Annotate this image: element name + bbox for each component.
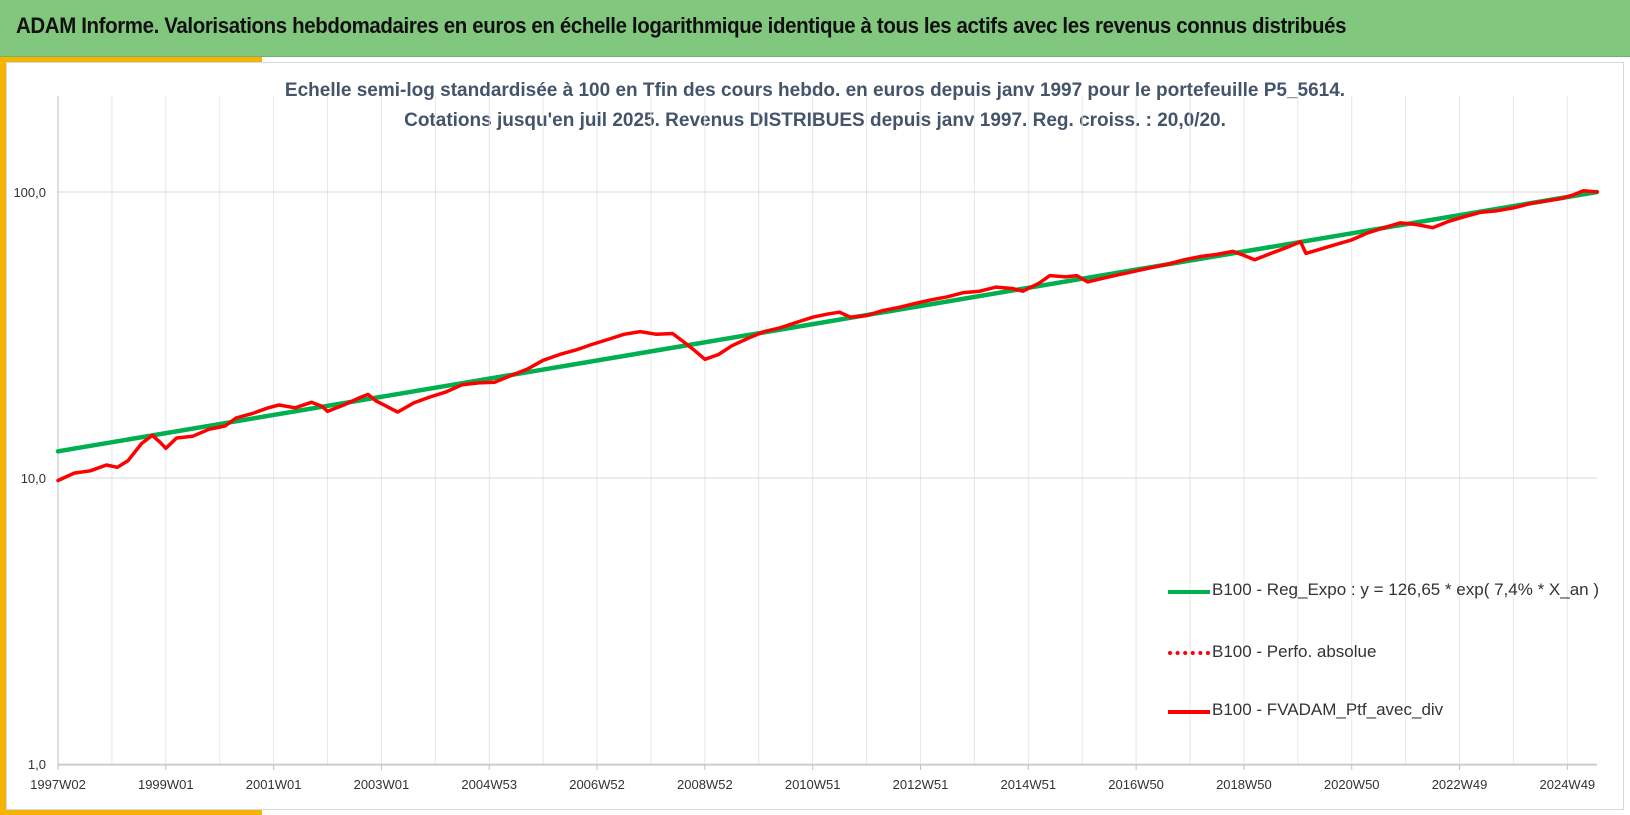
x-tick-label: 2004W53	[461, 777, 517, 792]
regression-line	[55, 189, 1600, 454]
accent-stripe-bottom	[0, 810, 262, 815]
chart-title-line2: Cotations jusqu'en juil 2025. Revenus DI…	[404, 110, 1226, 131]
portfolio-line	[56, 189, 1599, 483]
legend-label-regression: B100 - Reg_Expo : y = 126,65 * exp( 7,4%…	[1212, 580, 1599, 599]
chart-frame	[6, 62, 1624, 810]
legend-label-perfo: B100 - Perfo. absolue	[1212, 642, 1377, 661]
x-tick-label: 1999W01	[138, 777, 194, 792]
x-tick-label: 2001W01	[246, 777, 302, 792]
x-tick-label: 2003W01	[354, 777, 410, 792]
legend-swatch-portfolio	[1168, 710, 1210, 714]
accent-stripe-top	[0, 57, 262, 62]
x-tick-label: 2024W49	[1540, 777, 1596, 792]
header-bar: ADAM Informe. Valorisations hebdomadaire…	[0, 0, 1630, 57]
x-tick-label: 2012W51	[893, 777, 949, 792]
x-tick-label: 2016W50	[1108, 777, 1164, 792]
x-tick-label: 2020W50	[1324, 777, 1380, 792]
y-tick-label: 1,0	[28, 757, 46, 772]
x-tick-label: 2006W52	[569, 777, 625, 792]
report-title: ADAM Informe. Valorisations hebdomadaire…	[16, 13, 1347, 38]
x-tick-label: 2022W49	[1432, 777, 1488, 792]
legend-swatch-perfo	[1168, 651, 1210, 655]
accent-stripe-left	[0, 57, 6, 815]
series	[55, 189, 1600, 483]
y-tick-label: 100,0	[13, 185, 46, 200]
legend-swatch-regression	[1168, 590, 1210, 594]
axes: 1,0 10,0 100,0 1997W02 1999W01 2001W01 2003W01…	[13, 96, 1597, 792]
y-tick-label: 10,0	[21, 471, 46, 486]
chart-title-line1: Echelle semi-log standardisée à 100 en T…	[284, 80, 1346, 101]
legend-label-portfolio: B100 - FVADAM_Ptf_avec_div	[1212, 700, 1444, 719]
x-tick-label: 2010W51	[785, 777, 841, 792]
legend: B100 - Reg_Expo : y = 126,65 * exp( 7,4%…	[1168, 580, 1608, 740]
x-tick-label: 2018W50	[1216, 777, 1272, 792]
x-tick-label: 2008W52	[677, 777, 733, 792]
x-tick-label: 2014W51	[1000, 777, 1056, 792]
x-tick-label: 1997W02	[30, 777, 86, 792]
grid	[57, 96, 1597, 765]
